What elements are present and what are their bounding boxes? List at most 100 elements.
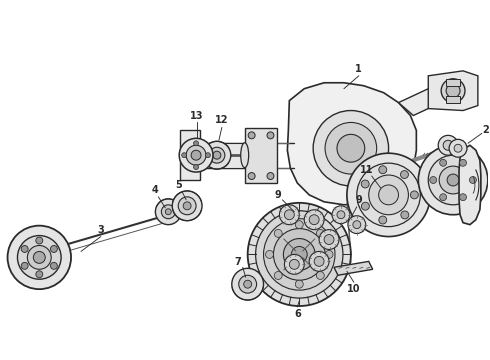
Circle shape	[369, 175, 409, 215]
Circle shape	[155, 199, 181, 225]
Circle shape	[181, 209, 184, 212]
Text: 9: 9	[355, 195, 362, 205]
Text: 5: 5	[175, 180, 182, 190]
Circle shape	[428, 155, 478, 205]
Circle shape	[50, 246, 57, 252]
Circle shape	[443, 140, 453, 150]
Circle shape	[418, 145, 488, 215]
Text: 7: 7	[234, 257, 241, 267]
Circle shape	[430, 176, 437, 184]
Circle shape	[295, 221, 303, 229]
Circle shape	[460, 194, 466, 201]
Circle shape	[183, 202, 191, 210]
Circle shape	[194, 141, 198, 146]
Text: 12: 12	[215, 116, 229, 126]
Text: 13: 13	[190, 111, 204, 121]
Circle shape	[36, 237, 43, 244]
Circle shape	[244, 280, 252, 288]
Circle shape	[317, 229, 324, 237]
Circle shape	[186, 207, 189, 210]
Circle shape	[460, 159, 466, 166]
Polygon shape	[459, 145, 481, 225]
Circle shape	[191, 150, 201, 160]
Circle shape	[188, 206, 191, 209]
Text: 10: 10	[347, 284, 361, 294]
Circle shape	[361, 180, 369, 188]
Text: 2: 2	[483, 125, 489, 135]
Polygon shape	[334, 261, 373, 275]
Circle shape	[174, 212, 177, 215]
Polygon shape	[428, 71, 478, 111]
Circle shape	[161, 205, 175, 219]
Circle shape	[284, 210, 294, 220]
Circle shape	[256, 211, 343, 298]
Circle shape	[178, 197, 196, 215]
Polygon shape	[200, 143, 245, 168]
Polygon shape	[398, 83, 473, 116]
Circle shape	[439, 166, 467, 194]
Text: 1: 1	[355, 64, 362, 74]
Circle shape	[267, 132, 274, 139]
Text: 11: 11	[360, 165, 373, 175]
Circle shape	[283, 239, 315, 270]
Circle shape	[324, 235, 334, 244]
Circle shape	[273, 229, 325, 280]
Ellipse shape	[241, 143, 248, 168]
Circle shape	[186, 145, 206, 165]
Circle shape	[239, 275, 257, 293]
Circle shape	[203, 141, 231, 169]
Polygon shape	[180, 130, 200, 180]
Circle shape	[7, 226, 71, 289]
Circle shape	[247, 203, 351, 306]
Circle shape	[319, 230, 339, 249]
Circle shape	[21, 262, 28, 269]
Circle shape	[248, 132, 255, 139]
Circle shape	[400, 171, 409, 179]
Polygon shape	[446, 79, 460, 86]
Circle shape	[50, 262, 57, 269]
Circle shape	[317, 271, 324, 279]
Circle shape	[337, 211, 345, 219]
Text: 6: 6	[294, 309, 301, 319]
Circle shape	[36, 271, 43, 278]
Circle shape	[194, 165, 198, 170]
Circle shape	[209, 147, 225, 163]
Circle shape	[264, 219, 335, 290]
Circle shape	[213, 151, 221, 159]
Circle shape	[309, 251, 329, 271]
Circle shape	[314, 256, 324, 266]
Text: 9: 9	[274, 190, 281, 200]
Circle shape	[292, 247, 307, 262]
Polygon shape	[446, 96, 460, 103]
Circle shape	[379, 166, 387, 174]
Circle shape	[183, 208, 186, 211]
Circle shape	[304, 210, 324, 230]
Circle shape	[469, 176, 476, 184]
Circle shape	[348, 216, 366, 234]
Circle shape	[176, 211, 179, 214]
Polygon shape	[287, 83, 416, 205]
Circle shape	[178, 210, 181, 213]
Circle shape	[325, 251, 333, 258]
Circle shape	[295, 280, 303, 288]
Circle shape	[449, 139, 467, 157]
Ellipse shape	[196, 143, 204, 168]
Circle shape	[337, 134, 365, 162]
Circle shape	[179, 138, 213, 172]
Circle shape	[172, 191, 202, 221]
Circle shape	[379, 216, 387, 224]
Circle shape	[232, 268, 264, 300]
Polygon shape	[245, 129, 277, 183]
Circle shape	[267, 172, 274, 180]
Circle shape	[33, 251, 45, 264]
Circle shape	[347, 153, 430, 237]
Circle shape	[440, 194, 446, 201]
Circle shape	[182, 153, 187, 158]
Circle shape	[357, 163, 420, 227]
Circle shape	[248, 172, 255, 180]
Circle shape	[411, 191, 418, 199]
Circle shape	[266, 251, 273, 258]
Circle shape	[290, 260, 299, 269]
Circle shape	[447, 174, 459, 186]
Circle shape	[441, 79, 465, 103]
